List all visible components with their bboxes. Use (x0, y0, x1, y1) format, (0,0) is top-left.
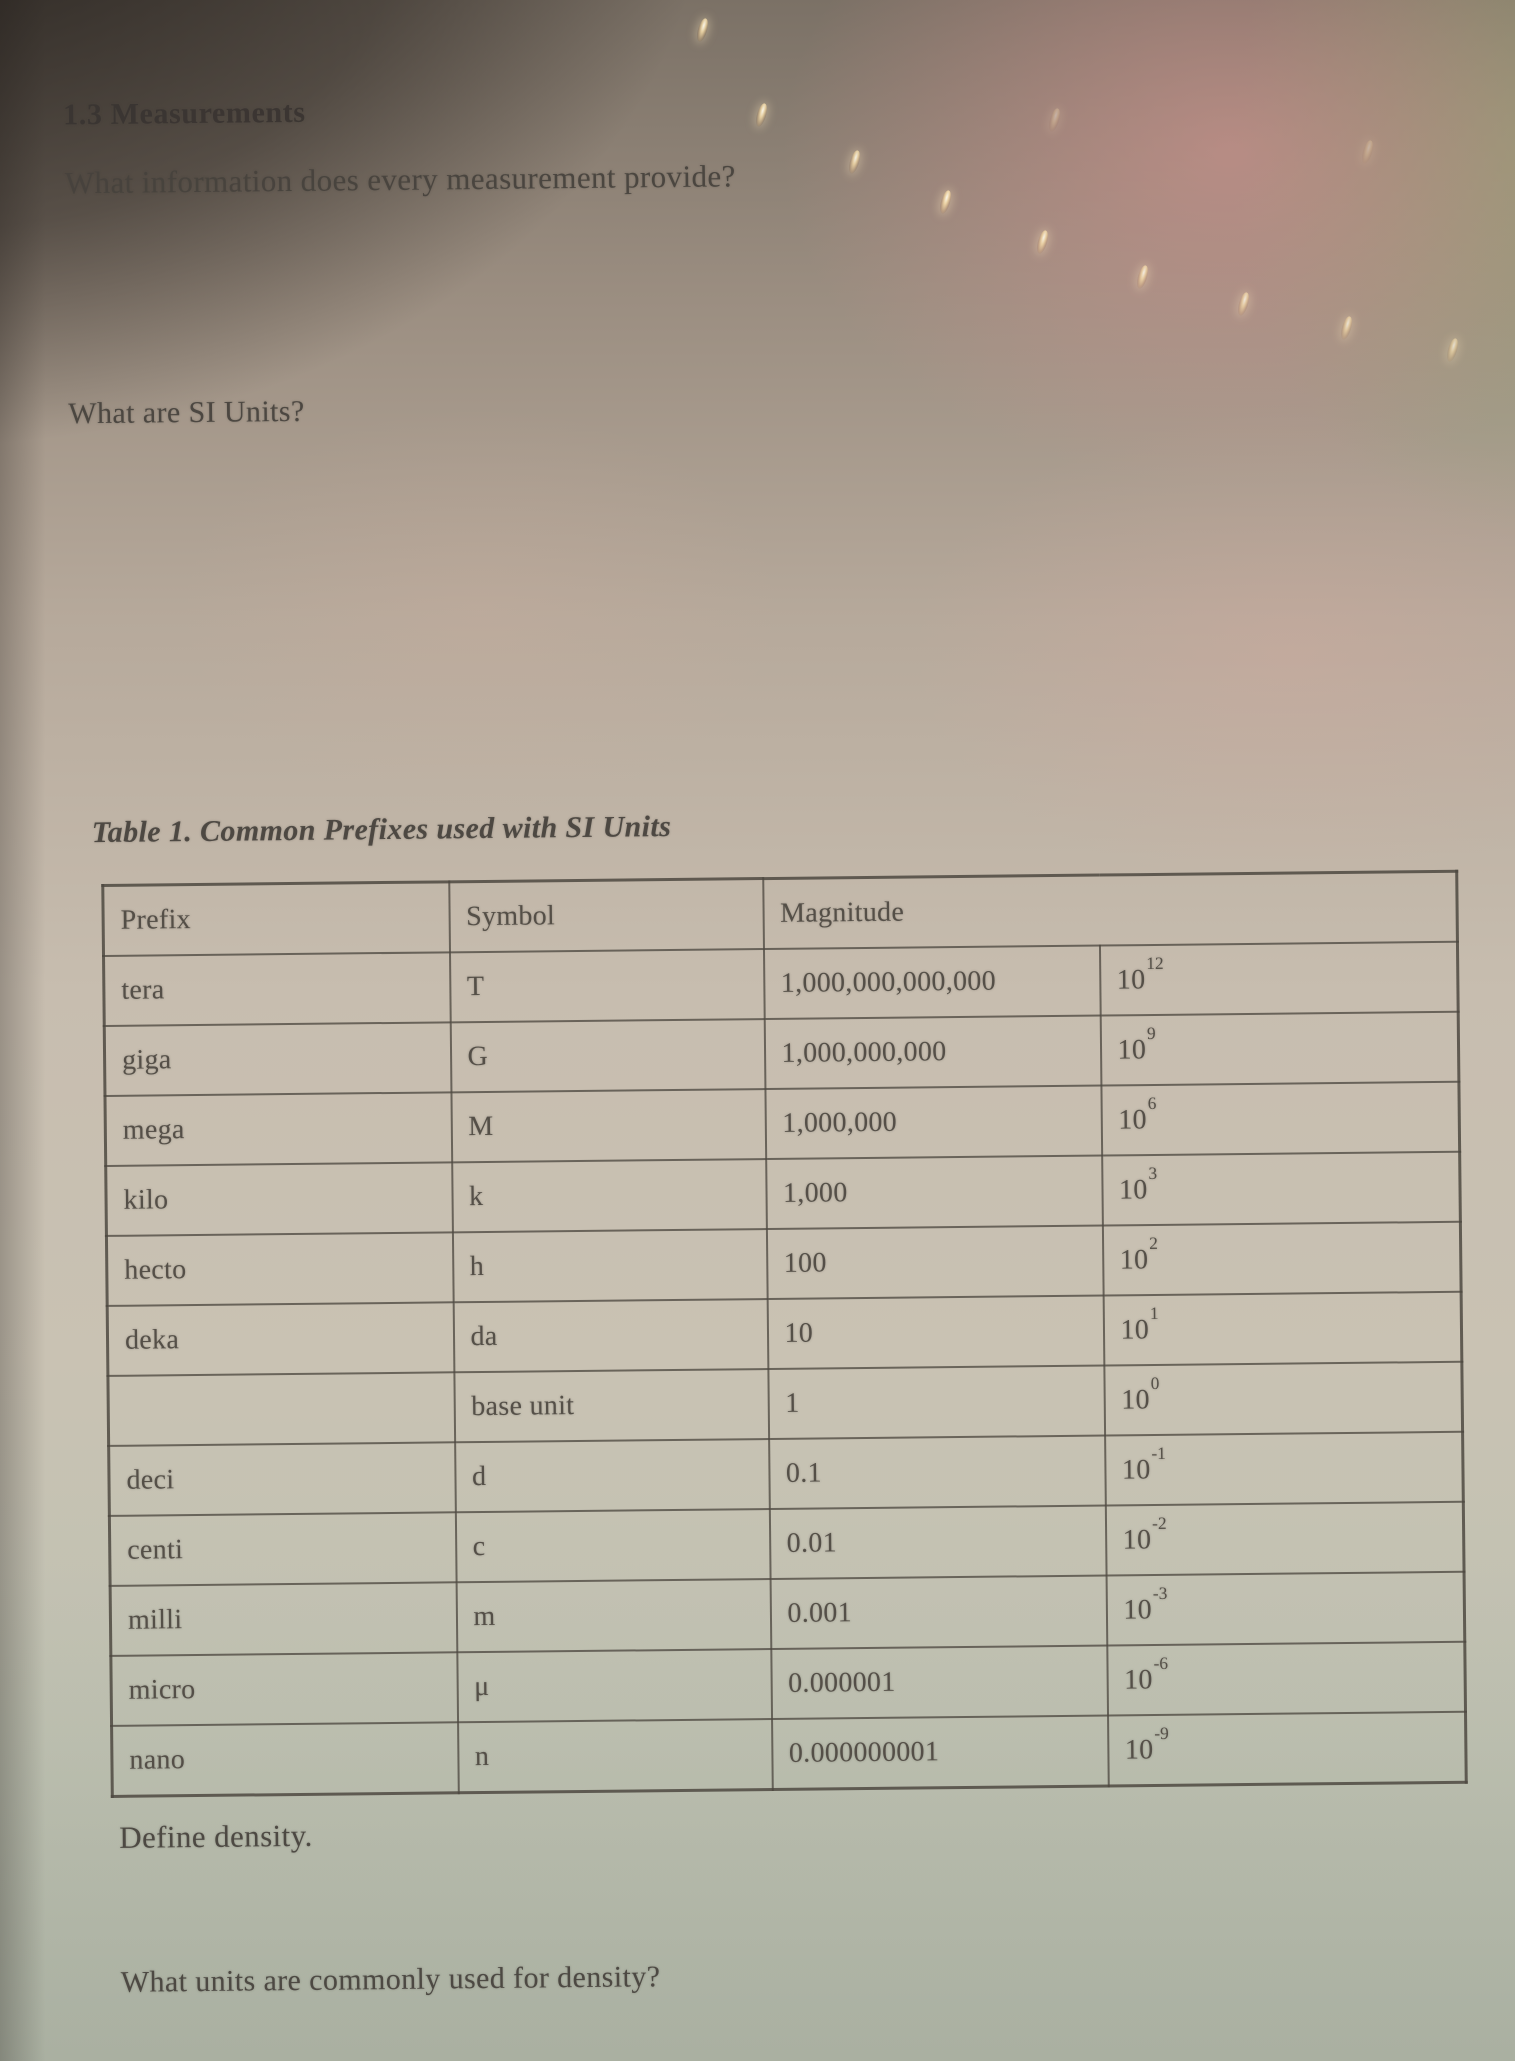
cell-power-of-ten: 10-3 (1106, 1571, 1465, 1646)
cell-power-of-ten: 109 (1100, 1011, 1459, 1086)
exponent: -2 (1152, 1513, 1167, 1533)
cell-symbol: n (457, 1719, 773, 1793)
cell-prefix: tera (103, 952, 451, 1026)
exponent: 9 (1146, 1023, 1156, 1043)
power-base: 10 (1119, 1244, 1149, 1276)
power-base: 10 (1124, 1734, 1154, 1766)
cell-power-of-ten: 1012 (1099, 941, 1459, 1016)
cell-magnitude: 0.001 (770, 1575, 1107, 1650)
cell-symbol: m (456, 1579, 771, 1653)
col-header-symbol: Symbol (448, 878, 764, 953)
exponent: 12 (1146, 953, 1164, 973)
col-header-magnitude: Magnitude (762, 871, 1458, 950)
cell-symbol: μ (456, 1649, 772, 1723)
cell-magnitude: 0.01 (769, 1505, 1107, 1580)
cell-magnitude: 1,000,000 (764, 1085, 1102, 1160)
cell-symbol: T (449, 949, 765, 1023)
exponent: 6 (1147, 1093, 1157, 1113)
exponent: -9 (1154, 1723, 1169, 1743)
cell-power-of-ten: 10-2 (1105, 1501, 1465, 1576)
cell-symbol: da (453, 1299, 768, 1373)
col-header-prefix: Prefix (102, 881, 450, 956)
power-base: 10 (1118, 1104, 1148, 1137)
cell-magnitude: 10 (767, 1295, 1104, 1370)
power-base: 10 (1123, 1664, 1153, 1696)
cell-prefix: mega (104, 1092, 452, 1166)
cell-power-of-ten: 10-9 (1107, 1711, 1467, 1786)
cell-magnitude: 0.000000001 (771, 1715, 1109, 1790)
prefix-table: Prefix Symbol Magnitude tera T 1,000,000,0… (101, 869, 1468, 1798)
cell-power-of-ten: 102 (1102, 1221, 1462, 1296)
cell-prefix: centi (109, 1512, 457, 1586)
power-base: 10 (1117, 1034, 1147, 1067)
exponent: 3 (1148, 1163, 1158, 1183)
cell-power-of-ten: 10-6 (1106, 1641, 1466, 1716)
cell-magnitude: 0.000001 (770, 1645, 1108, 1720)
exponent: -6 (1153, 1653, 1169, 1673)
cell-symbol: base unit (453, 1369, 769, 1443)
table-caption: Table 1. Common Prefixes used with SI Un… (91, 810, 672, 850)
question-measurement-info: What information does every measurement … (64, 158, 736, 201)
exponent: 0 (1150, 1373, 1160, 1393)
power-base: 10 (1120, 1314, 1150, 1346)
question-define-density: Define density. (119, 1817, 313, 1855)
cell-prefix: micro (110, 1652, 458, 1726)
cell-magnitude: 0.1 (768, 1435, 1106, 1510)
cell-symbol: d (454, 1439, 770, 1513)
exponent: -1 (1151, 1443, 1166, 1463)
exponent: 1 (1149, 1303, 1159, 1323)
cell-symbol: M (450, 1089, 766, 1163)
cell-power-of-ten: 101 (1103, 1291, 1462, 1366)
cell-magnitude: 1,000,000,000 (764, 1015, 1101, 1090)
cell-prefix: deka (107, 1302, 454, 1376)
cell-magnitude: 1 (767, 1365, 1105, 1440)
cell-prefix: nano (111, 1722, 459, 1797)
power-base: 10 (1122, 1524, 1152, 1556)
cell-magnitude: 1,000 (765, 1155, 1103, 1230)
cell-power-of-ten: 103 (1101, 1151, 1461, 1226)
cell-symbol: c (455, 1509, 771, 1583)
prefix-row: nano n 0.000000001 10-9 (111, 1711, 1467, 1797)
cell-prefix (107, 1372, 455, 1446)
cell-power-of-ten: 100 (1103, 1361, 1463, 1436)
cell-prefix: kilo (105, 1162, 453, 1236)
cell-magnitude: 100 (766, 1225, 1104, 1300)
exponent: 2 (1149, 1233, 1158, 1253)
question-si-units: What are SI Units? (68, 394, 305, 431)
cell-power-of-ten: 106 (1100, 1081, 1460, 1156)
cell-prefix: giga (104, 1022, 451, 1096)
cell-power-of-ten: 10-1 (1104, 1431, 1464, 1506)
section-title: 1.3 Measurements (63, 95, 306, 132)
power-base: 10 (1118, 1174, 1148, 1207)
exponent: -3 (1152, 1583, 1168, 1603)
cell-prefix: hecto (106, 1232, 454, 1306)
cell-symbol: h (452, 1229, 768, 1303)
cell-prefix: deci (108, 1442, 456, 1516)
power-base: 10 (1116, 964, 1146, 997)
cell-prefix: milli (110, 1582, 457, 1656)
power-base: 10 (1123, 1594, 1153, 1626)
cell-magnitude: 1,000,000,000,000 (763, 945, 1101, 1020)
power-base: 10 (1121, 1454, 1151, 1486)
question-density-units: What units are commonly used for density… (120, 1960, 661, 1999)
power-base: 10 (1121, 1384, 1150, 1416)
cell-symbol: k (451, 1159, 767, 1233)
cell-symbol: G (450, 1019, 765, 1093)
